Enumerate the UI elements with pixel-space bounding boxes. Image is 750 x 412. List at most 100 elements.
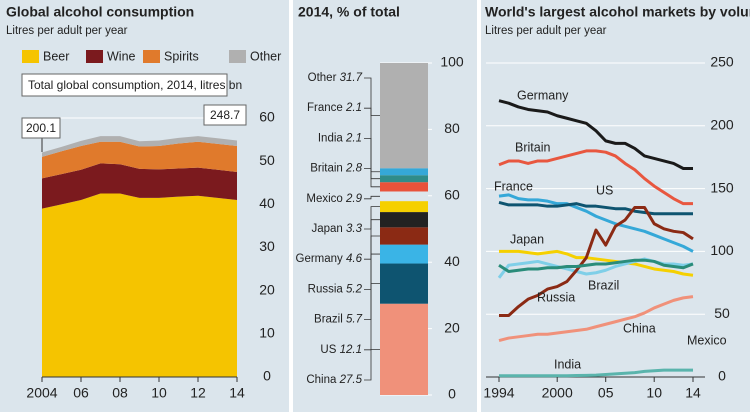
bar-segment — [380, 168, 428, 176]
line — [498, 149, 693, 206]
category-name: India — [318, 132, 344, 144]
category-name: Britain — [310, 163, 343, 175]
y-tick-label: 40 — [444, 253, 460, 269]
line — [499, 205, 694, 317]
line — [499, 368, 693, 378]
value-label: 27.5 — [339, 374, 363, 386]
bar-segment — [380, 244, 428, 264]
y-tick-label: 30 — [259, 238, 275, 254]
legend-label: Spirits — [164, 49, 199, 63]
category-label: Other 31.7 — [308, 72, 363, 84]
leader — [364, 195, 380, 200]
value-label: 2.1 — [345, 132, 362, 144]
x-tick-label: 06 — [73, 385, 89, 401]
y-tick-label: 40 — [259, 195, 275, 211]
category-name: Other — [308, 72, 337, 84]
legend-label: Beer — [43, 49, 69, 63]
title: 2014, % of total — [298, 4, 400, 20]
annotation-box — [203, 104, 247, 126]
annotation: 200.1 — [26, 121, 56, 135]
x-tick-label: 1994 — [483, 385, 514, 401]
y-tick-label: 200 — [710, 117, 734, 133]
area — [42, 163, 237, 209]
series-label: India — [554, 357, 581, 371]
value-label: 2.9 — [345, 193, 363, 205]
x-tick-label: 08 — [112, 385, 128, 401]
value-label: 5.7 — [346, 314, 363, 326]
series-label: Britain — [515, 140, 550, 154]
value-label: 2.1 — [345, 102, 362, 114]
value-label: 2.8 — [345, 163, 363, 175]
category-label: India 2.1 — [318, 132, 362, 144]
bar-segment — [380, 303, 428, 395]
category-name: Mexico — [306, 193, 342, 205]
value-label: 12.1 — [340, 344, 362, 356]
legend-swatch — [229, 50, 246, 63]
x-tick-label: 10 — [646, 385, 662, 401]
x-tick-label: 14 — [229, 385, 245, 401]
category-label: Germany 4.6 — [296, 253, 363, 265]
value-label: 4.6 — [346, 253, 363, 265]
line — [498, 99, 693, 171]
y-tick-label: 100 — [440, 54, 464, 70]
legend-swatch — [22, 50, 39, 63]
y-tick-label: 20 — [259, 281, 275, 297]
y-tick-label: 50 — [259, 152, 275, 168]
line — [498, 193, 694, 253]
area — [42, 193, 237, 377]
series-label: US — [596, 183, 613, 197]
x-tick-label: 12 — [190, 385, 206, 401]
value-label: 31.7 — [340, 72, 363, 84]
legend-label: Other — [250, 49, 281, 63]
series-label: Germany — [517, 88, 569, 102]
leader — [364, 219, 380, 260]
bar-segment — [380, 227, 428, 245]
x-tick-label: 10 — [151, 385, 167, 401]
x-tick-label: 2004 — [26, 385, 57, 401]
area — [42, 136, 237, 157]
bar-segment — [380, 63, 428, 169]
series-label: Japan — [510, 232, 544, 246]
category-label: US 12.1 — [320, 344, 362, 356]
y-tick-label: 10 — [259, 325, 275, 341]
category-label: France 2.1 — [307, 102, 362, 114]
series-label: France — [494, 179, 533, 193]
x-tick-label: 2000 — [542, 385, 573, 401]
chart-2: 0 20 40 60 80 100 China 27.5 US 12.1 Brazil 5.7 R… — [296, 54, 464, 402]
y-tick-label: 60 — [444, 187, 460, 203]
category-name: Brazil — [314, 314, 343, 326]
category-name: US — [320, 344, 336, 356]
x-tick-label: 14 — [685, 385, 701, 401]
bar-segment — [380, 201, 428, 213]
leader — [364, 77, 380, 117]
y-tick-label: 80 — [444, 120, 460, 136]
leader — [364, 235, 380, 290]
series-label: China — [623, 321, 656, 335]
category-label: Brazil 5.7 — [314, 314, 363, 326]
bar-segment — [380, 263, 428, 304]
bar-segment — [380, 212, 428, 228]
title: Global alcohol consumption — [6, 4, 194, 20]
legend-swatch — [86, 50, 103, 63]
category-name: Germany — [296, 253, 344, 265]
line — [498, 295, 694, 343]
leader — [364, 206, 380, 230]
subtitle: Litres per adult per year — [485, 25, 607, 37]
subtitle: Litres per adult per year — [6, 25, 128, 37]
legend-label: Wine — [107, 49, 136, 63]
y-tick-label: 0 — [263, 368, 271, 384]
category-label: China 27.5 — [306, 374, 362, 386]
category-name: Japan — [311, 223, 342, 235]
y-tick-label: 0 — [718, 368, 726, 384]
line — [499, 249, 694, 277]
value-label: 5.2 — [346, 283, 363, 295]
legend-swatch — [143, 50, 160, 63]
chart-1: 0 10 20 30 40 50 60 Beer Wine Spirits Other 2004 06 0… — [21, 49, 281, 401]
bar-segment — [380, 182, 428, 192]
y-tick-label: 20 — [444, 319, 460, 335]
category-label: Britain 2.8 — [310, 163, 362, 175]
line — [498, 258, 694, 273]
y-tick-label: 0 — [448, 386, 456, 402]
